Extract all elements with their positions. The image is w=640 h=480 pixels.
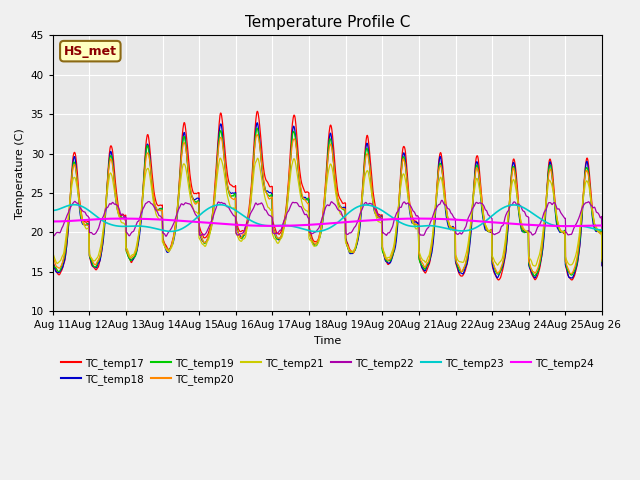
TC_temp23 bbox=[158, 228, 166, 233]
TC_temp17 bbox=[484, 228, 492, 234]
Y-axis label: Temperature (C): Temperature (C) bbox=[15, 128, 25, 219]
TC_temp20 bbox=[413, 222, 420, 228]
Line: TC_temp20: TC_temp20 bbox=[53, 134, 602, 274]
TC_temp17 bbox=[534, 273, 541, 279]
TC_temp21 bbox=[484, 228, 492, 234]
TC_temp22 bbox=[413, 213, 420, 219]
Line: TC_temp19: TC_temp19 bbox=[53, 128, 602, 276]
TC_temp24 bbox=[598, 223, 606, 228]
TC_temp20 bbox=[232, 226, 240, 232]
TC_temp17 bbox=[157, 203, 165, 208]
TC_temp21 bbox=[598, 256, 606, 262]
TC_temp22 bbox=[172, 216, 179, 222]
TC_temp23 bbox=[233, 208, 241, 214]
TC_temp23 bbox=[172, 228, 179, 234]
TC_temp21 bbox=[413, 226, 420, 231]
TC_temp24 bbox=[414, 216, 422, 221]
X-axis label: Time: Time bbox=[314, 336, 341, 346]
TC_temp19 bbox=[531, 273, 538, 279]
TC_temp24 bbox=[413, 216, 420, 221]
TC_temp24 bbox=[564, 223, 572, 229]
Text: HS_met: HS_met bbox=[64, 45, 117, 58]
TC_temp18 bbox=[49, 259, 57, 264]
Line: TC_temp24: TC_temp24 bbox=[53, 218, 602, 226]
TC_temp23 bbox=[485, 216, 493, 221]
TC_temp17 bbox=[598, 263, 606, 268]
TC_temp22 bbox=[534, 225, 541, 230]
TC_temp22 bbox=[49, 232, 57, 238]
TC_temp18 bbox=[253, 120, 261, 126]
Line: TC_temp17: TC_temp17 bbox=[53, 111, 602, 280]
Legend: TC_temp17, TC_temp18, TC_temp19, TC_temp20, TC_temp21, TC_temp22, TC_temp23, TC_: TC_temp17, TC_temp18, TC_temp19, TC_temp… bbox=[56, 354, 598, 389]
TC_temp22 bbox=[485, 213, 493, 218]
TC_temp19 bbox=[598, 259, 606, 264]
TC_temp19 bbox=[413, 222, 420, 228]
TC_temp19 bbox=[49, 261, 57, 266]
TC_temp18 bbox=[533, 271, 541, 276]
TC_temp19 bbox=[171, 229, 179, 235]
TC_temp19 bbox=[253, 125, 261, 131]
TC_temp22 bbox=[157, 215, 165, 221]
Title: Temperature Profile C: Temperature Profile C bbox=[244, 15, 410, 30]
TC_temp19 bbox=[534, 270, 541, 276]
Line: TC_temp22: TC_temp22 bbox=[53, 200, 602, 236]
TC_temp21 bbox=[534, 258, 541, 264]
Line: TC_temp21: TC_temp21 bbox=[53, 158, 602, 266]
TC_temp17 bbox=[253, 108, 261, 114]
TC_temp23 bbox=[598, 227, 606, 233]
TC_temp19 bbox=[157, 206, 165, 212]
TC_temp23 bbox=[534, 214, 541, 219]
TC_temp23 bbox=[70, 202, 78, 207]
TC_temp24 bbox=[484, 219, 492, 225]
TC_temp20 bbox=[171, 226, 179, 232]
TC_temp19 bbox=[484, 229, 492, 235]
Line: TC_temp23: TC_temp23 bbox=[53, 204, 602, 231]
TC_temp20 bbox=[157, 207, 165, 213]
Line: TC_temp18: TC_temp18 bbox=[53, 123, 602, 278]
TC_temp21 bbox=[171, 229, 179, 235]
TC_temp21 bbox=[531, 263, 539, 269]
TC_temp21 bbox=[233, 232, 241, 238]
TC_temp22 bbox=[233, 231, 241, 237]
TC_temp20 bbox=[484, 228, 492, 234]
TC_temp20 bbox=[253, 132, 261, 137]
TC_temp18 bbox=[598, 263, 606, 269]
TC_temp21 bbox=[216, 155, 224, 161]
TC_temp18 bbox=[171, 231, 179, 237]
TC_temp22 bbox=[438, 197, 446, 203]
TC_temp22 bbox=[163, 233, 170, 239]
TC_temp18 bbox=[157, 206, 165, 212]
TC_temp20 bbox=[49, 252, 57, 258]
TC_temp17 bbox=[413, 219, 420, 225]
TC_temp24 bbox=[533, 222, 541, 228]
TC_temp23 bbox=[312, 228, 319, 234]
TC_temp20 bbox=[598, 258, 606, 264]
TC_temp24 bbox=[232, 222, 240, 228]
TC_temp21 bbox=[49, 250, 57, 256]
TC_temp24 bbox=[171, 217, 179, 223]
TC_temp24 bbox=[49, 218, 57, 224]
TC_temp23 bbox=[49, 207, 57, 213]
TC_temp23 bbox=[413, 224, 421, 229]
TC_temp18 bbox=[568, 275, 575, 281]
TC_temp22 bbox=[598, 228, 606, 233]
TC_temp24 bbox=[157, 217, 165, 223]
TC_temp20 bbox=[566, 271, 574, 276]
TC_temp18 bbox=[484, 228, 492, 234]
TC_temp17 bbox=[232, 217, 240, 223]
TC_temp17 bbox=[49, 259, 57, 264]
TC_temp19 bbox=[232, 225, 240, 230]
TC_temp18 bbox=[232, 224, 240, 230]
TC_temp18 bbox=[413, 220, 420, 226]
TC_temp21 bbox=[157, 216, 165, 222]
TC_temp17 bbox=[171, 225, 179, 230]
TC_temp17 bbox=[495, 277, 502, 283]
TC_temp20 bbox=[533, 267, 541, 273]
